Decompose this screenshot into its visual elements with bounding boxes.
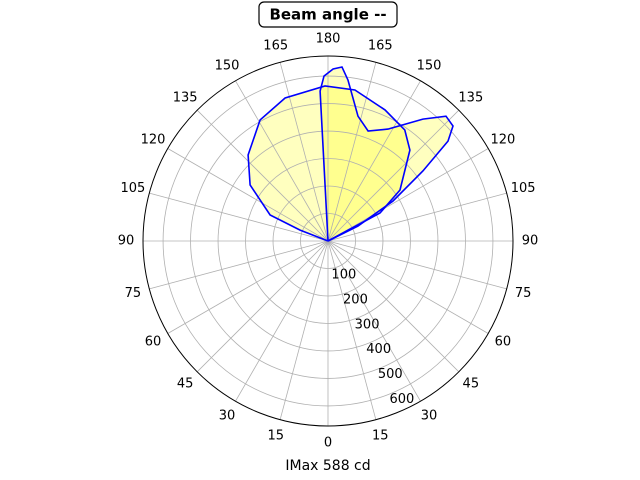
theta-tick-label: 135 xyxy=(173,91,198,106)
polar-frame xyxy=(142,55,514,427)
theta-tick-label: 30 xyxy=(219,408,236,423)
theta-tick-label: 150 xyxy=(215,59,240,74)
grid-spoke xyxy=(327,240,460,373)
grid-spoke xyxy=(167,240,329,334)
theta-tick-label: 150 xyxy=(417,59,442,74)
theta-tick-label: 120 xyxy=(141,133,166,148)
r-tick-label: 500 xyxy=(378,367,403,382)
series-line xyxy=(247,85,411,242)
theta-tick-label: 15 xyxy=(267,429,284,444)
theta-tick-label: 90 xyxy=(118,234,135,249)
theta-tick-label: 165 xyxy=(368,38,393,53)
series-fill xyxy=(320,67,453,241)
title-box xyxy=(258,1,398,28)
grid-spoke xyxy=(327,148,489,242)
theta-tick-label: 135 xyxy=(458,91,483,106)
grid-spoke xyxy=(327,240,507,290)
theta-tick-label: 60 xyxy=(495,335,512,350)
series-line xyxy=(319,66,454,242)
theta-tick-label: 75 xyxy=(125,286,142,301)
grid-spoke xyxy=(327,192,507,242)
theta-tick-label: 120 xyxy=(491,133,516,148)
theta-tick-label: 45 xyxy=(177,376,194,391)
r-tick-label: 200 xyxy=(343,292,368,307)
theta-tick-label: 105 xyxy=(120,181,145,196)
theta-tick-label: 30 xyxy=(421,408,438,423)
r-tick-label: 400 xyxy=(366,342,391,357)
grid-spoke xyxy=(327,240,377,420)
theta-tick-label: 0 xyxy=(324,436,332,451)
grid-spoke xyxy=(327,109,460,242)
grid-spoke xyxy=(327,240,489,334)
grid-spoke xyxy=(196,240,329,373)
theta-tick-label: 45 xyxy=(463,376,480,391)
grid-spoke xyxy=(279,240,329,420)
theta-tick-label: 75 xyxy=(515,286,532,301)
r-tick-label: 100 xyxy=(331,267,356,282)
theta-tick-label: 105 xyxy=(511,181,536,196)
r-tick-label: 300 xyxy=(355,317,380,332)
chart-title: Beam angle -- xyxy=(269,6,386,24)
r-tick-label: 600 xyxy=(390,392,415,407)
grid-spoke xyxy=(196,109,329,242)
theta-tick-label: 60 xyxy=(145,335,162,350)
theta-tick-label: 180 xyxy=(316,32,341,47)
x-axis-label: IMax 588 cd xyxy=(285,458,370,474)
grid-spoke xyxy=(149,240,329,290)
theta-tick-label: 90 xyxy=(522,234,539,249)
grid-spoke xyxy=(235,240,329,402)
theta-tick-label: 165 xyxy=(263,38,288,53)
theta-tick-label: 15 xyxy=(372,429,389,444)
grid-spoke xyxy=(279,62,329,242)
grid-spoke xyxy=(235,80,329,242)
grid-spoke xyxy=(327,240,421,402)
grid-spoke xyxy=(327,80,421,242)
grid-spoke xyxy=(327,62,377,242)
grid-spoke xyxy=(167,148,329,242)
grid-spoke xyxy=(149,192,329,242)
